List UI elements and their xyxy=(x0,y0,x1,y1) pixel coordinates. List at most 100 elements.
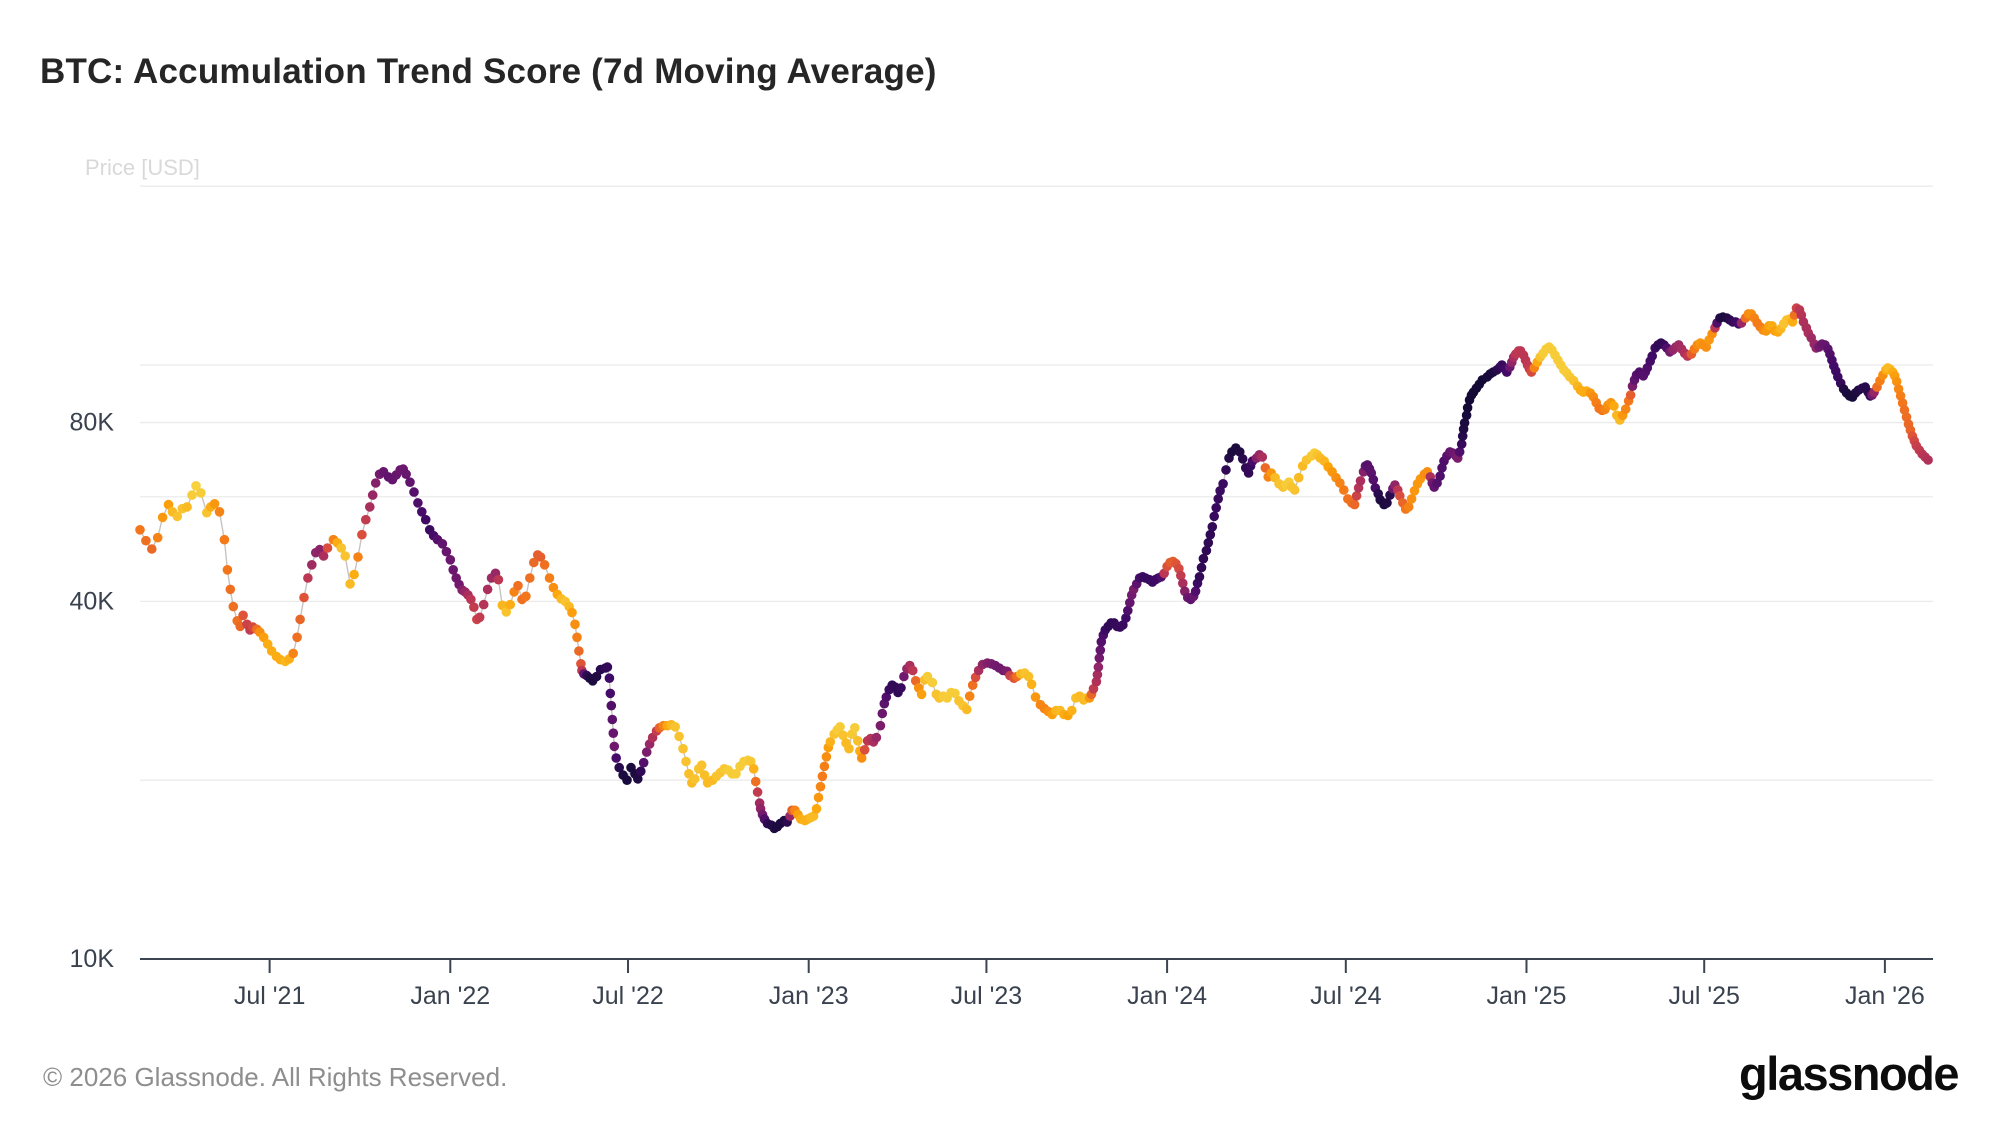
price-dot xyxy=(908,665,918,676)
price-dot xyxy=(544,573,555,583)
price-dot xyxy=(1289,485,1300,495)
price-dot xyxy=(417,507,427,517)
price-dot xyxy=(1368,474,1379,485)
price-dot xyxy=(1257,452,1268,462)
price-dot xyxy=(614,762,624,773)
price-dot xyxy=(1351,491,1362,501)
price-dot xyxy=(1095,645,1106,655)
price-dot xyxy=(219,534,230,545)
price-dot xyxy=(288,648,299,659)
y-label-80K: 80K xyxy=(70,409,115,437)
price-dot xyxy=(182,502,192,512)
gridlines xyxy=(140,185,1933,781)
price-dot xyxy=(513,580,523,591)
price-dot xyxy=(696,760,707,770)
price-dot xyxy=(877,708,888,719)
price-dot xyxy=(962,704,972,715)
price-dot xyxy=(420,514,431,525)
price-dot xyxy=(927,677,938,688)
price-dot xyxy=(135,525,145,535)
chart-title: BTC: Accumulation Trend Score (7d Moving… xyxy=(40,52,937,91)
x-label-Jan '26: Jan '26 xyxy=(1845,982,1925,1010)
price-dot xyxy=(405,477,415,488)
price-dot xyxy=(238,610,248,621)
price-dot xyxy=(222,565,233,575)
price-dot xyxy=(1067,705,1077,716)
glassnode-logo: glassnode xyxy=(1739,1047,1959,1100)
price-dot xyxy=(1203,538,1214,548)
price-dot xyxy=(871,732,882,743)
price-dot xyxy=(808,811,819,821)
price-dot xyxy=(303,573,313,583)
price-dot xyxy=(950,688,960,699)
price-dot xyxy=(1125,597,1135,608)
price-dot xyxy=(678,743,688,754)
price-dot xyxy=(345,579,355,589)
price-dot xyxy=(1456,439,1467,449)
price-dot xyxy=(1205,529,1216,540)
y-axis-labels: 80K 40K 10K xyxy=(70,409,115,973)
price-dot xyxy=(295,614,305,625)
price-dot xyxy=(214,507,225,517)
x-label-Jul '22: Jul '22 xyxy=(592,982,663,1010)
price-dot xyxy=(529,557,539,568)
price-dot xyxy=(633,774,643,784)
copyright-text: © 2026 Glassnode. All Rights Reserved. xyxy=(43,1062,508,1092)
price-dot xyxy=(811,804,822,814)
price-dot xyxy=(505,599,515,610)
price-dot xyxy=(750,776,761,787)
price-dot xyxy=(881,692,892,702)
price-dot xyxy=(825,737,836,747)
price-dot xyxy=(437,539,448,549)
price-dot xyxy=(370,478,381,488)
price-dot xyxy=(572,632,582,643)
price-dot xyxy=(1201,545,1212,556)
price-dot xyxy=(1030,692,1041,702)
x-label-Jan '24: Jan '24 xyxy=(1127,982,1207,1010)
price-dot xyxy=(525,573,535,583)
price-dot xyxy=(821,752,832,762)
price-dot xyxy=(748,764,759,774)
price-dot xyxy=(752,787,763,797)
price-dot xyxy=(478,599,489,610)
price-dot xyxy=(1237,454,1248,464)
price-dot xyxy=(1625,390,1636,400)
x-label-Jan '23: Jan '23 xyxy=(769,982,849,1010)
price-dot xyxy=(172,511,183,522)
price-dot xyxy=(1620,404,1631,414)
price-dot xyxy=(1355,476,1366,486)
price-dot xyxy=(340,551,351,561)
price-dot xyxy=(1026,679,1037,690)
price-dot xyxy=(1198,553,1209,564)
price-dot xyxy=(1121,613,1131,623)
price-dot xyxy=(413,498,423,508)
price-dot xyxy=(731,769,741,779)
price-dot xyxy=(336,543,347,553)
price-dot xyxy=(746,756,756,767)
price-dot xyxy=(1339,485,1349,495)
price-dot xyxy=(322,543,333,553)
price-dot xyxy=(835,722,845,732)
y-label-40K: 40K xyxy=(70,587,115,615)
price-dot xyxy=(147,544,157,554)
y-axis-title: Price [USD] xyxy=(85,155,200,180)
price-dot xyxy=(1221,465,1231,475)
price-dot xyxy=(570,619,580,630)
price-dot xyxy=(638,757,649,768)
price-dot xyxy=(141,535,151,546)
price-dot xyxy=(299,592,309,603)
price-dot xyxy=(474,612,485,623)
x-label-Jan '25: Jan '25 xyxy=(1487,982,1567,1010)
price-dot xyxy=(482,584,493,595)
price-dot xyxy=(1461,410,1472,421)
price-dot xyxy=(875,720,886,731)
price-dot xyxy=(441,546,452,557)
price-dot xyxy=(850,723,860,733)
price-dot xyxy=(606,700,617,711)
price-dot xyxy=(602,662,613,672)
price-dot xyxy=(1207,522,1218,532)
price-dot xyxy=(609,741,620,752)
price-dot xyxy=(1196,562,1207,573)
